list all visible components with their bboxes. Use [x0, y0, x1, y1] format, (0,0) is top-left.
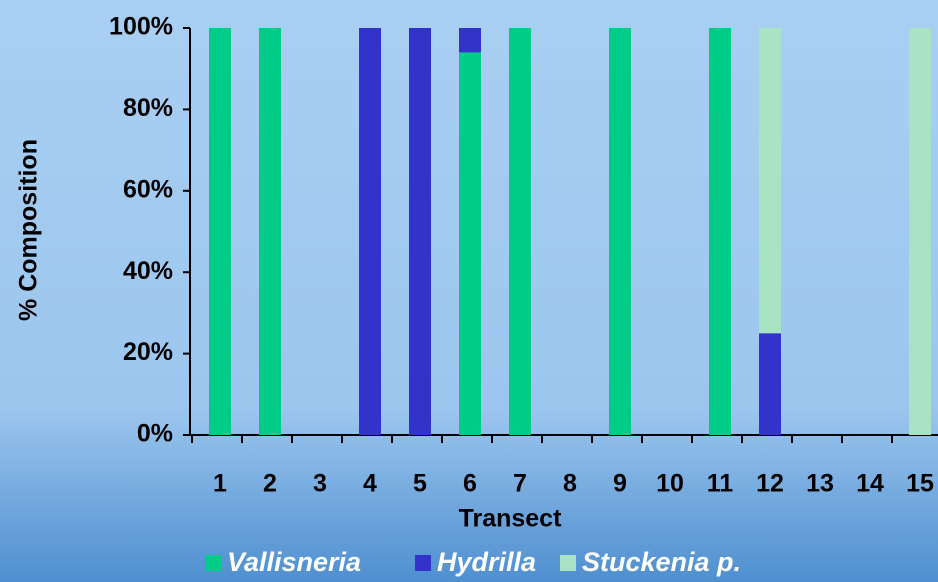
x-tick-label: 10 — [656, 470, 684, 498]
bar-segment — [709, 28, 731, 435]
x-tick-label: 15 — [906, 470, 934, 498]
bar-segment — [459, 28, 481, 53]
bar-segment — [259, 28, 281, 435]
x-tick-label: 12 — [756, 470, 784, 498]
x-tick-label: 14 — [856, 470, 884, 498]
bar-segment — [209, 28, 231, 435]
bar-segment — [459, 52, 481, 436]
x-tick-label: 13 — [806, 470, 834, 498]
x-tick-label: 7 — [513, 470, 527, 498]
bar-segment — [509, 28, 531, 435]
legend-label: Stuckenia p. — [582, 547, 741, 577]
x-tick-label: 4 — [363, 470, 377, 498]
y-tick-label: 60% — [123, 175, 173, 203]
x-tick-label: 8 — [563, 470, 577, 498]
bar-segment — [409, 28, 431, 435]
bar-segment — [609, 28, 631, 435]
x-tick-label: 6 — [463, 470, 477, 498]
bar-segment — [909, 28, 931, 435]
legend-label: Vallisneria — [227, 547, 361, 577]
y-tick-label: 0% — [137, 420, 173, 448]
y-tick-label: 80% — [123, 94, 173, 122]
x-tick-label: 9 — [613, 470, 627, 498]
bar-segment — [759, 28, 781, 334]
x-tick-label: 5 — [413, 470, 427, 498]
x-tick-label: 3 — [313, 470, 327, 498]
legend-swatch — [560, 555, 576, 571]
bar-segment — [359, 28, 381, 435]
x-axis-label: Transect — [459, 505, 563, 533]
y-axis-label: % Composition — [15, 139, 43, 321]
x-tick-label: 1 — [213, 470, 227, 498]
bar-segment — [759, 333, 781, 435]
x-tick-label: 2 — [263, 470, 277, 498]
y-tick-label: 100% — [109, 13, 173, 41]
y-tick-label: 20% — [123, 338, 173, 366]
y-tick-label: 40% — [123, 257, 173, 285]
legend-label: Hydrilla — [437, 547, 536, 577]
legend-swatch — [415, 555, 431, 571]
legend-swatch — [205, 555, 221, 571]
x-tick-label: 11 — [707, 470, 734, 498]
